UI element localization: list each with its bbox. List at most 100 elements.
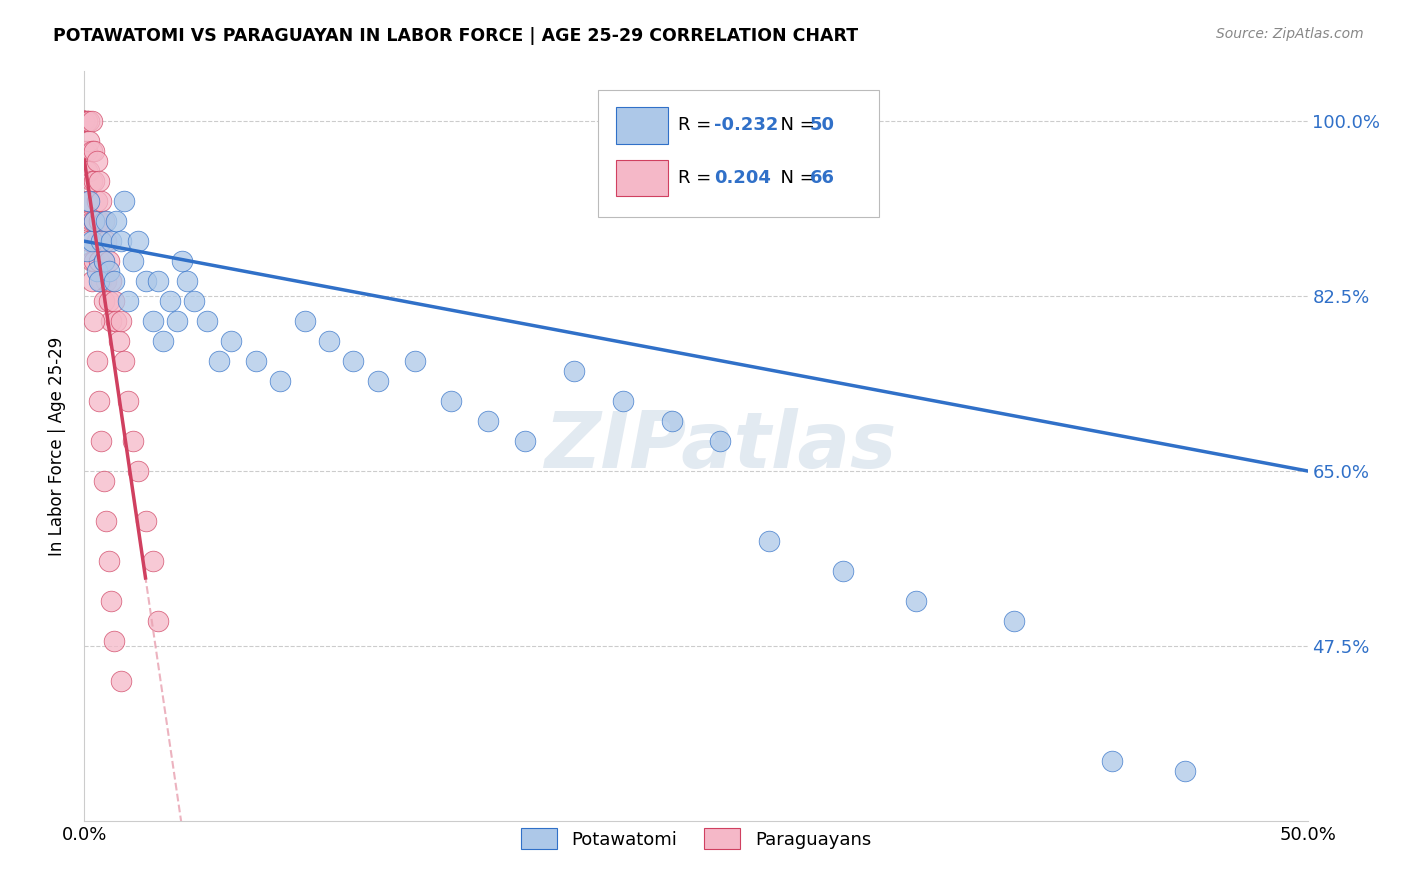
Point	[73, 114, 96, 128]
Point	[127, 234, 149, 248]
Point	[80, 234, 103, 248]
Point	[1101, 754, 1123, 768]
FancyBboxPatch shape	[598, 90, 880, 218]
Point	[219, 334, 242, 348]
Point	[117, 394, 139, 409]
Text: N =: N =	[769, 169, 821, 186]
Point	[80, 145, 103, 159]
Point	[342, 354, 364, 368]
Point	[176, 274, 198, 288]
Text: R =: R =	[678, 169, 717, 186]
Point	[73, 114, 96, 128]
Text: ZIPatlas: ZIPatlas	[544, 408, 897, 484]
Point	[83, 214, 105, 228]
Point	[905, 594, 928, 608]
Point	[80, 254, 103, 268]
Point	[758, 533, 780, 548]
Text: -0.232: -0.232	[714, 116, 779, 135]
Point	[612, 394, 634, 409]
Point	[96, 514, 118, 528]
Point	[93, 294, 115, 309]
Point	[93, 254, 115, 268]
Point	[477, 414, 499, 428]
Point	[90, 194, 112, 209]
Point	[440, 394, 463, 409]
Point	[77, 164, 100, 178]
Point	[93, 214, 115, 228]
Text: 66: 66	[810, 169, 835, 186]
Point	[87, 174, 110, 188]
Point	[77, 134, 100, 148]
Point	[110, 314, 132, 328]
Point	[90, 234, 112, 248]
Point	[73, 114, 96, 128]
Point	[93, 474, 115, 488]
Point	[1002, 614, 1025, 628]
Point	[96, 234, 118, 248]
Point	[73, 114, 96, 128]
Legend: Potawatomi, Paraguayans: Potawatomi, Paraguayans	[513, 822, 879, 856]
Text: N =: N =	[769, 116, 821, 135]
Point	[87, 254, 110, 268]
Point	[87, 274, 110, 288]
Text: 50: 50	[810, 116, 835, 135]
FancyBboxPatch shape	[616, 107, 668, 144]
Point	[103, 274, 125, 288]
Point	[831, 564, 853, 578]
Point	[83, 214, 105, 228]
Point	[86, 194, 108, 209]
Point	[135, 274, 157, 288]
Point	[105, 314, 128, 328]
Point	[93, 254, 115, 268]
Point	[80, 114, 103, 128]
Point	[318, 334, 340, 348]
Point	[76, 194, 98, 209]
Point	[166, 314, 188, 328]
Point	[661, 414, 683, 428]
Point	[709, 434, 731, 448]
Point	[100, 234, 122, 248]
Point	[86, 264, 108, 278]
Point	[97, 254, 120, 268]
Point	[146, 274, 169, 288]
Point	[87, 394, 110, 409]
Point	[97, 294, 120, 309]
Point	[76, 145, 98, 159]
Point	[80, 174, 103, 188]
Point	[294, 314, 316, 328]
Point	[90, 274, 112, 288]
Point	[96, 274, 118, 288]
Point	[513, 434, 536, 448]
Point	[146, 614, 169, 628]
Point	[83, 314, 105, 328]
Point	[103, 294, 125, 309]
Text: 0.204: 0.204	[714, 169, 772, 186]
Point	[77, 234, 100, 248]
Y-axis label: In Labor Force | Age 25-29: In Labor Force | Age 25-29	[48, 336, 66, 556]
Point	[404, 354, 426, 368]
Point	[195, 314, 218, 328]
Point	[96, 214, 118, 228]
Point	[110, 673, 132, 688]
Point	[367, 374, 389, 388]
FancyBboxPatch shape	[616, 160, 668, 196]
Point	[245, 354, 267, 368]
Point	[76, 114, 98, 128]
Point	[80, 274, 103, 288]
Point	[110, 234, 132, 248]
Point	[100, 274, 122, 288]
Point	[107, 334, 129, 348]
Point	[112, 194, 135, 209]
Point	[77, 114, 100, 128]
Point	[76, 114, 98, 128]
Point	[73, 114, 96, 128]
Point	[183, 294, 205, 309]
Point	[1174, 764, 1197, 778]
Point	[208, 354, 231, 368]
Point	[83, 254, 105, 268]
Point	[77, 194, 100, 209]
Text: POTAWATOMI VS PARAGUAYAN IN LABOR FORCE | AGE 25-29 CORRELATION CHART: POTAWATOMI VS PARAGUAYAN IN LABOR FORCE …	[53, 27, 859, 45]
Point	[105, 214, 128, 228]
Point	[269, 374, 291, 388]
Point	[87, 214, 110, 228]
